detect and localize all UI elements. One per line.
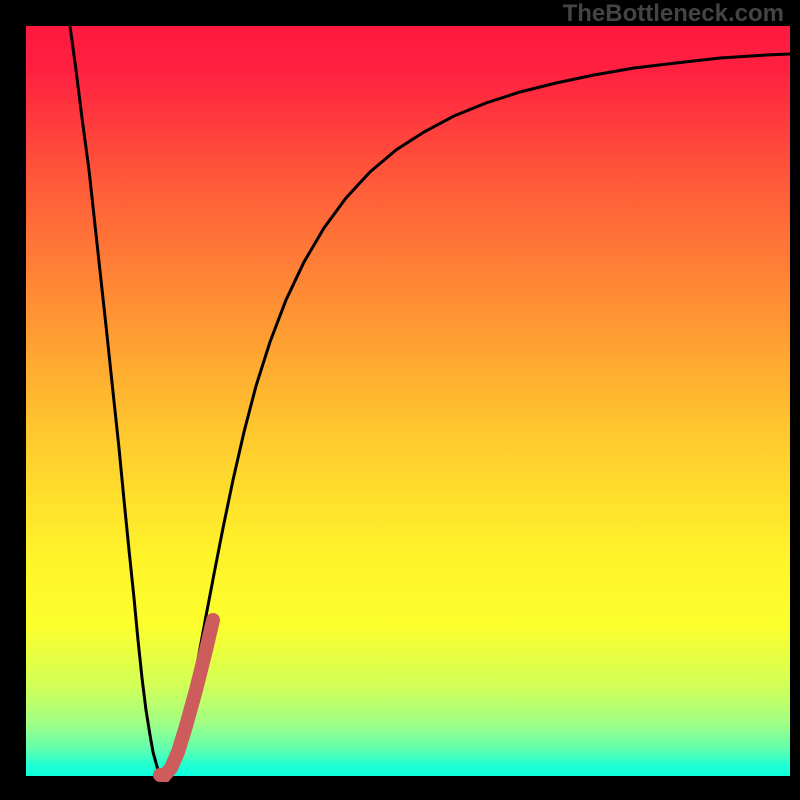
watermark-text: TheBottleneck.com	[563, 0, 784, 28]
chart-container: { "canvas": { "width": 800, "height": 80…	[0, 0, 800, 800]
chart-svg	[0, 0, 800, 800]
